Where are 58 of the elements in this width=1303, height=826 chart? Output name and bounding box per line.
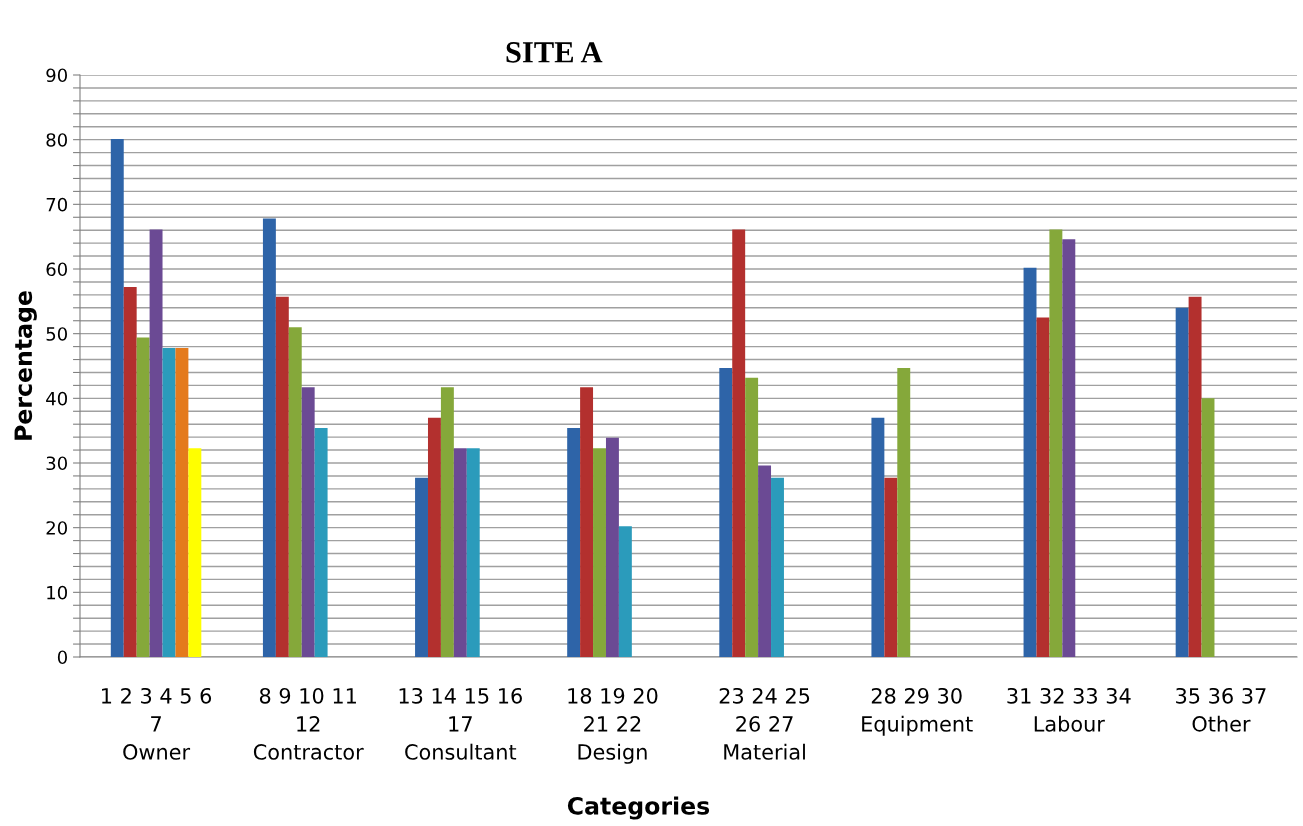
bar bbox=[1201, 398, 1215, 657]
bar bbox=[758, 465, 772, 657]
bar bbox=[897, 367, 911, 657]
bar bbox=[301, 387, 315, 657]
y-tick-label: 50 bbox=[46, 327, 67, 341]
bar bbox=[605, 437, 619, 657]
bar bbox=[580, 387, 594, 657]
y-tick-label: 20 bbox=[46, 521, 67, 535]
bar bbox=[275, 296, 289, 657]
y-axis-title: Percentage bbox=[14, 291, 37, 440]
x-tick-label: 1 2 3 4 5 6 7 Owner bbox=[102, 687, 212, 760]
x-tick-label: 28 29 30 Equipment bbox=[862, 687, 973, 736]
x-axis-title: Categories bbox=[567, 796, 710, 820]
chart-title: SITE A bbox=[506, 42, 603, 63]
bar bbox=[162, 347, 176, 657]
bar bbox=[466, 448, 480, 657]
bar bbox=[188, 448, 202, 657]
y-tick-label: 40 bbox=[46, 391, 67, 406]
x-tick-label: 13 14 15 16 17 Consultant bbox=[399, 687, 522, 760]
bar bbox=[427, 417, 441, 657]
bar bbox=[593, 448, 606, 657]
x-tick-label: 35 36 37 Other bbox=[1176, 687, 1266, 732]
bar bbox=[567, 428, 581, 657]
y-tick-label: 10 bbox=[47, 585, 67, 600]
bar bbox=[288, 327, 302, 657]
y-tick-label: 70 bbox=[46, 197, 67, 212]
bar bbox=[618, 526, 632, 657]
bar bbox=[732, 229, 746, 657]
bar bbox=[314, 428, 328, 657]
bar bbox=[453, 448, 467, 657]
bar bbox=[262, 218, 276, 657]
bar bbox=[136, 337, 150, 657]
bar bbox=[1175, 307, 1189, 657]
y-tick-label: 60 bbox=[46, 262, 67, 277]
bar bbox=[884, 477, 898, 657]
bar bbox=[440, 387, 454, 657]
x-tick-label: 8 9 10 11 12 Contractor bbox=[253, 687, 364, 760]
y-tick-label: 0 bbox=[57, 650, 67, 665]
bar bbox=[415, 477, 428, 657]
bar bbox=[745, 377, 759, 657]
bar bbox=[1023, 267, 1037, 657]
bar bbox=[1188, 296, 1202, 657]
y-tick-label: 80 bbox=[46, 133, 67, 147]
y-tick-label: 30 bbox=[46, 456, 67, 471]
bar bbox=[123, 287, 137, 657]
bar bbox=[871, 417, 885, 657]
bar bbox=[149, 229, 163, 657]
bar bbox=[110, 139, 124, 657]
bar bbox=[1062, 239, 1076, 657]
bar bbox=[1049, 229, 1063, 657]
bar bbox=[1036, 317, 1050, 657]
y-tick-label: 90 bbox=[46, 68, 67, 83]
x-tick-label: 23 24 25 26 27 Material bbox=[719, 687, 810, 760]
bar bbox=[175, 347, 189, 657]
bar bbox=[719, 367, 733, 657]
x-tick-label: 18 19 20 21 22 Design bbox=[568, 687, 658, 764]
bar bbox=[771, 477, 784, 657]
x-tick-label: 31 32 33 34 Labour bbox=[1007, 687, 1131, 732]
